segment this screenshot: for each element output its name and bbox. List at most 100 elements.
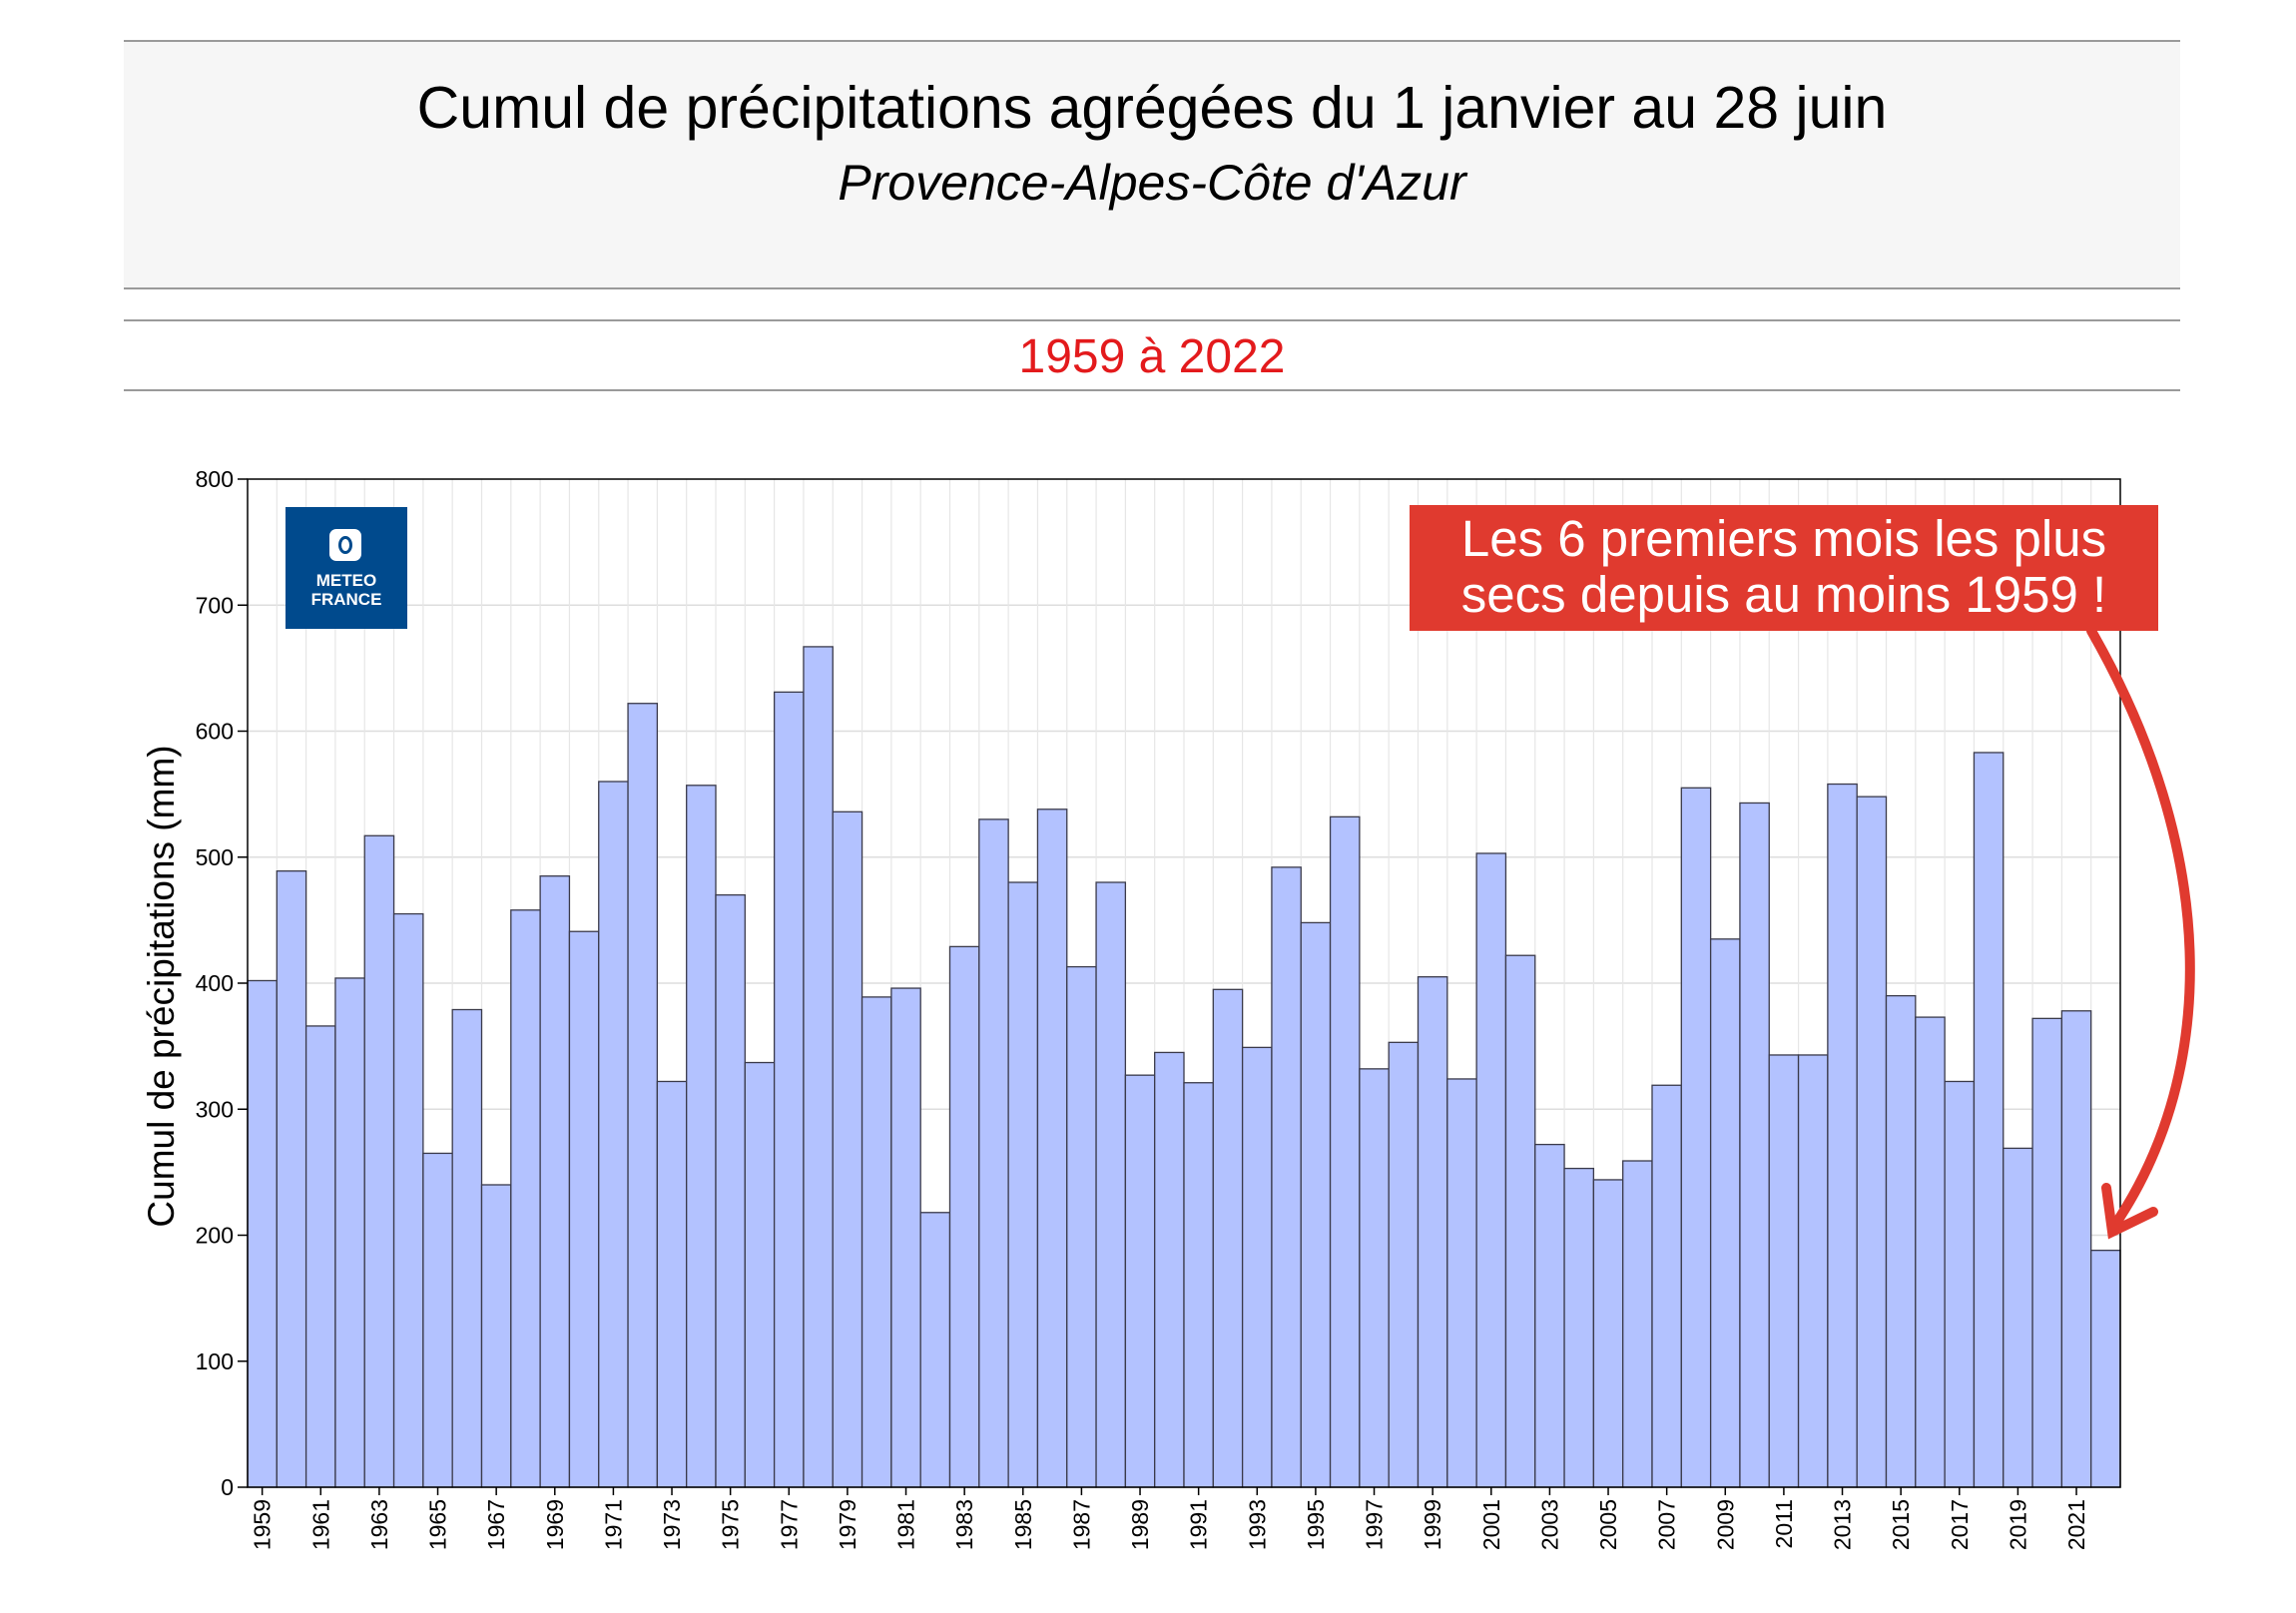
bar-2018 (1973, 752, 2005, 1488)
y-axis-label: Cumul de précipitations (mm) (141, 745, 182, 1227)
bar-1965 (422, 1152, 453, 1488)
bar-2006 (1622, 1160, 1653, 1488)
bar-2011 (1768, 1054, 1800, 1488)
annotation-line-1: Les 6 premiers mois les plus (1460, 510, 2107, 567)
bar-1963 (363, 834, 395, 1488)
bar-2020 (2031, 1017, 2063, 1488)
bar-1986 (1036, 808, 1068, 1488)
x-tick-label: 1959 (250, 1499, 276, 1550)
x-tick-label: 1989 (1127, 1499, 1153, 1550)
bar-1976 (744, 1061, 776, 1488)
bar-1984 (978, 818, 1009, 1488)
x-tick-label: 2009 (1712, 1499, 1738, 1550)
bar-1971 (598, 781, 629, 1488)
bar-1966 (451, 1008, 483, 1488)
bar-2019 (2003, 1147, 2033, 1488)
x-tick-label: 2007 (1654, 1499, 1680, 1550)
bar-1990 (1154, 1051, 1185, 1488)
y-axis: 0 100 200 300 400 500 600 700 800 (196, 466, 2121, 1500)
bar-2012 (1797, 1054, 1829, 1488)
x-tick-label: 2011 (1771, 1499, 1797, 1548)
x-tick-label: 1997 (1362, 1499, 1388, 1550)
x-tick-label: 2001 (1478, 1499, 1504, 1550)
bar-2004 (1563, 1167, 1595, 1488)
bar-1996 (1329, 815, 1361, 1488)
annotation-callout: Les 6 premiers mois les plus secs depuis… (1410, 505, 2158, 631)
chart-title: Cumul de précipitations agrégées du 1 ja… (416, 75, 1888, 141)
bar-2013 (1827, 783, 1858, 1488)
bar-2016 (1915, 1016, 1946, 1488)
x-tick-label: 2019 (2005, 1499, 2030, 1550)
bar-1998 (1388, 1041, 1420, 1488)
x-tick-label: 1965 (425, 1499, 451, 1550)
bar-1967 (480, 1184, 512, 1488)
bar-1972 (627, 703, 659, 1488)
bar-1979 (832, 810, 863, 1488)
x-tick-label: 1983 (951, 1499, 977, 1550)
arrow-shaft (2086, 626, 2195, 1231)
x-tick-label: 1969 (542, 1499, 568, 1550)
meteo-france-logo-icon (329, 529, 361, 561)
logo-text: METEO FRANCE (286, 571, 407, 609)
bar-1960 (276, 869, 307, 1488)
annotation-line-2: secs depuis au moins 1959 ! (1460, 566, 2107, 623)
bar-1961 (304, 1025, 336, 1488)
bar-1974 (686, 785, 717, 1488)
bar-1975 (715, 893, 746, 1488)
bar-2008 (1680, 787, 1712, 1488)
arrow-head (2101, 1183, 2158, 1240)
bar-1981 (890, 987, 921, 1488)
bar-1991 (1183, 1082, 1214, 1488)
x-tick-label: 1999 (1420, 1499, 1445, 1550)
bar-1995 (1300, 921, 1332, 1488)
chart-subtitle: Provence-Alpes-Côte d'Azur (838, 155, 1466, 211)
bar-2002 (1504, 954, 1536, 1488)
x-tick-label: 2013 (1830, 1499, 1856, 1550)
bar-2000 (1446, 1078, 1477, 1488)
y-tick-label: 100 (196, 1348, 234, 1374)
bar-1973 (656, 1080, 688, 1488)
y-tick-label: 0 (221, 1474, 234, 1500)
bar-2022 (2090, 1250, 2121, 1488)
bar-2003 (1534, 1143, 1565, 1488)
bar-1969 (539, 875, 571, 1488)
x-tick-label: 2005 (1595, 1499, 1621, 1550)
y-tick-label: 400 (196, 970, 234, 996)
logo-line-1: METEO (315, 571, 377, 590)
x-tick-label: 1967 (483, 1499, 509, 1550)
header-box: Cumul de précipitations agrégées du 1 ja… (124, 40, 2180, 289)
x-axis: 1959 1961 1963 1965 1967 1969 1971 1973 1975 1977… (250, 1487, 2089, 1550)
y-tick-label: 300 (196, 1096, 234, 1122)
x-tick-label: 2017 (1947, 1499, 1973, 1550)
bar-1962 (334, 977, 365, 1488)
bar-1993 (1241, 1046, 1273, 1488)
x-tick-label: 1961 (307, 1499, 333, 1550)
x-tick-label: 1979 (835, 1499, 861, 1550)
bar-1992 (1212, 988, 1244, 1488)
period-label: 1959 à 2022 (1018, 330, 1286, 383)
x-tick-label: 1973 (659, 1499, 685, 1550)
y-tick-label: 600 (196, 719, 234, 745)
bar-1977 (773, 691, 805, 1488)
x-tick-label: 1987 (1068, 1499, 1094, 1550)
bar-1983 (948, 945, 980, 1488)
bar-1982 (919, 1212, 951, 1488)
x-tick-label: 1975 (718, 1499, 744, 1550)
bar-1994 (1271, 866, 1302, 1488)
x-tick-label: 1981 (893, 1499, 919, 1550)
x-tick-label: 1971 (600, 1499, 626, 1550)
bar-1997 (1359, 1068, 1390, 1488)
bar-1968 (510, 909, 541, 1488)
bar-1964 (392, 912, 424, 1488)
y-tick-label: 500 (196, 844, 234, 870)
bar-2007 (1651, 1084, 1682, 1488)
bar-2010 (1739, 802, 1770, 1488)
bars-layer (247, 646, 2121, 1488)
bar-1970 (568, 930, 600, 1488)
y-tick-label: 200 (196, 1223, 234, 1249)
y-tick-label: 700 (196, 592, 234, 618)
period-box: 1959 à 2022 (124, 319, 2180, 391)
y-tick-label: 800 (196, 466, 234, 492)
bar-1959 (247, 979, 278, 1488)
x-tick-label: 1993 (1244, 1499, 1270, 1550)
